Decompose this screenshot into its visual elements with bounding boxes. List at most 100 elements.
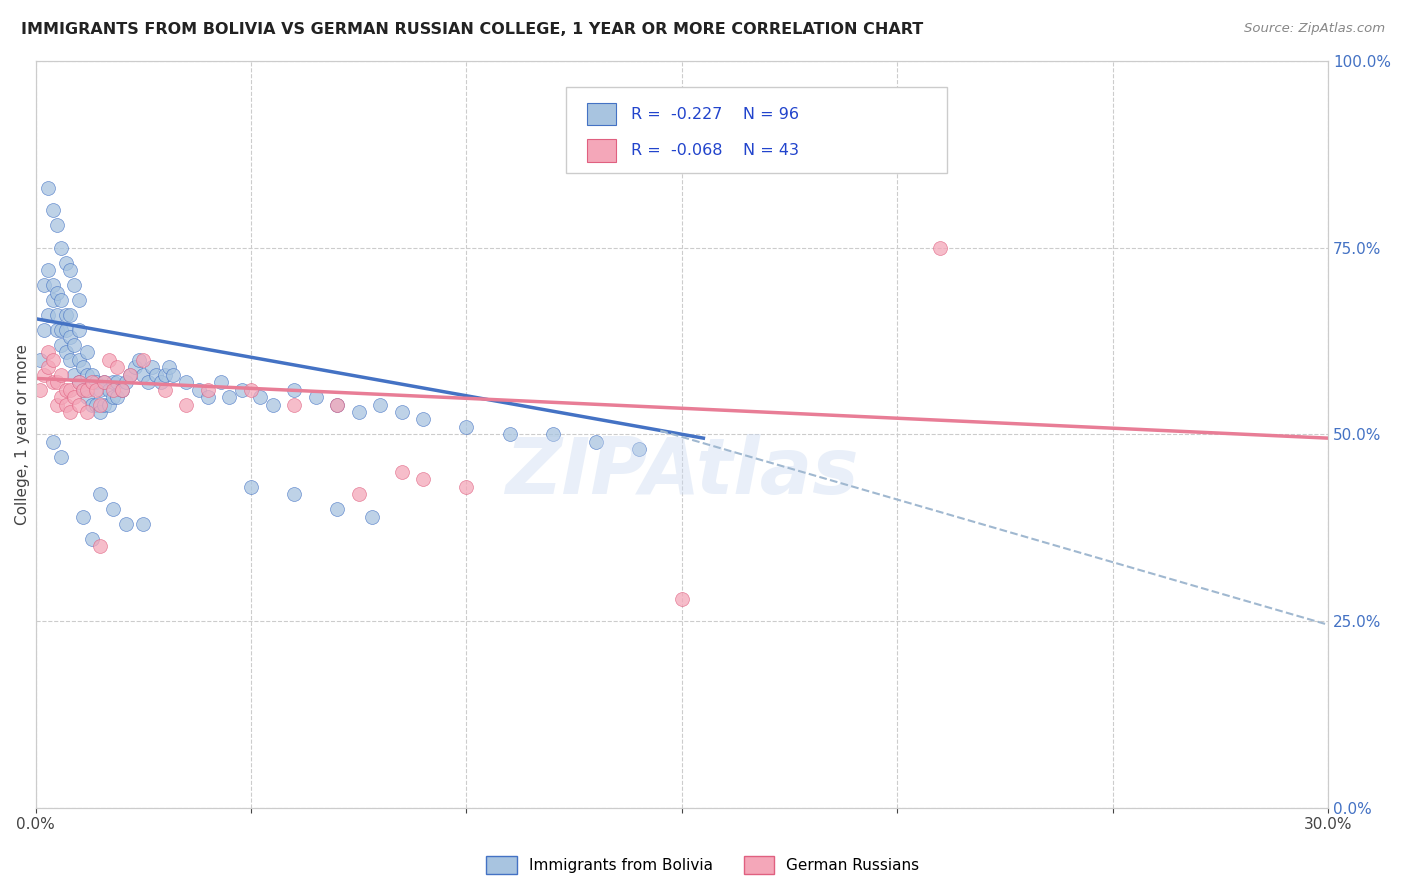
Point [368, 398, 391, 412]
Point [412, 412, 434, 426]
Point [197, 390, 219, 404]
Point [145, 368, 167, 382]
Point [93, 375, 115, 389]
Point [347, 487, 370, 501]
Point [67, 375, 90, 389]
Point [55, 398, 77, 412]
Point [89, 383, 111, 397]
Point [46, 398, 69, 412]
Point [46, 285, 69, 300]
Point [32, 278, 55, 293]
Point [46, 375, 69, 389]
Point [63, 338, 86, 352]
Point [231, 383, 253, 397]
Point [283, 383, 305, 397]
Point [97, 352, 120, 367]
Text: R =  -0.227    N = 96: R = -0.227 N = 96 [631, 107, 800, 122]
Point [76, 383, 98, 397]
FancyBboxPatch shape [588, 103, 616, 126]
Point [456, 480, 478, 494]
Point [111, 383, 134, 397]
Point [67, 375, 90, 389]
Point [37, 360, 59, 375]
Point [51, 241, 73, 255]
Point [498, 427, 520, 442]
Point [28, 383, 51, 397]
Point [111, 383, 134, 397]
Text: ZIPAtlas: ZIPAtlas [505, 434, 859, 509]
Point [32, 323, 55, 337]
Point [76, 345, 98, 359]
Point [162, 368, 184, 382]
Point [97, 398, 120, 412]
Point [107, 390, 129, 404]
Point [101, 375, 124, 389]
Point [188, 383, 211, 397]
Point [63, 368, 86, 382]
Point [132, 516, 155, 531]
Point [585, 434, 607, 449]
Point [67, 293, 90, 307]
Point [89, 540, 111, 554]
Point [128, 352, 150, 367]
Point [107, 375, 129, 389]
Point [51, 323, 73, 337]
Point [153, 368, 176, 382]
Point [80, 532, 103, 546]
Point [80, 368, 103, 382]
Point [28, 352, 51, 367]
Point [153, 383, 176, 397]
Point [326, 502, 349, 516]
Point [89, 405, 111, 419]
Point [59, 330, 82, 344]
Point [218, 390, 240, 404]
Point [101, 390, 124, 404]
Point [37, 308, 59, 322]
Point [72, 383, 94, 397]
Point [132, 368, 155, 382]
Point [80, 375, 103, 389]
Point [360, 509, 382, 524]
Point [262, 398, 284, 412]
Point [80, 398, 103, 412]
Point [347, 405, 370, 419]
Point [120, 368, 142, 382]
Y-axis label: College, 1 year or more: College, 1 year or more [15, 344, 30, 524]
FancyBboxPatch shape [588, 139, 616, 161]
Point [51, 390, 73, 404]
Point [42, 375, 65, 389]
Point [120, 368, 142, 382]
Point [209, 375, 232, 389]
Point [51, 338, 73, 352]
Point [136, 375, 159, 389]
Point [304, 390, 326, 404]
Point [42, 434, 65, 449]
Point [240, 383, 263, 397]
Point [541, 427, 564, 442]
Point [59, 308, 82, 322]
Point [37, 181, 59, 195]
Point [46, 219, 69, 233]
Point [89, 398, 111, 412]
Point [55, 323, 77, 337]
Point [93, 375, 115, 389]
Point [326, 398, 349, 412]
Point [176, 375, 198, 389]
Point [391, 405, 413, 419]
Point [132, 352, 155, 367]
Point [141, 360, 163, 375]
Point [89, 487, 111, 501]
Point [59, 263, 82, 277]
Point [59, 352, 82, 367]
Point [55, 345, 77, 359]
Point [59, 405, 82, 419]
Point [76, 405, 98, 419]
Point [51, 368, 73, 382]
Point [51, 293, 73, 307]
Text: Source: ZipAtlas.com: Source: ZipAtlas.com [1244, 22, 1385, 36]
Point [93, 398, 115, 412]
Point [627, 442, 650, 457]
Point [67, 352, 90, 367]
Point [37, 263, 59, 277]
Point [124, 360, 146, 375]
